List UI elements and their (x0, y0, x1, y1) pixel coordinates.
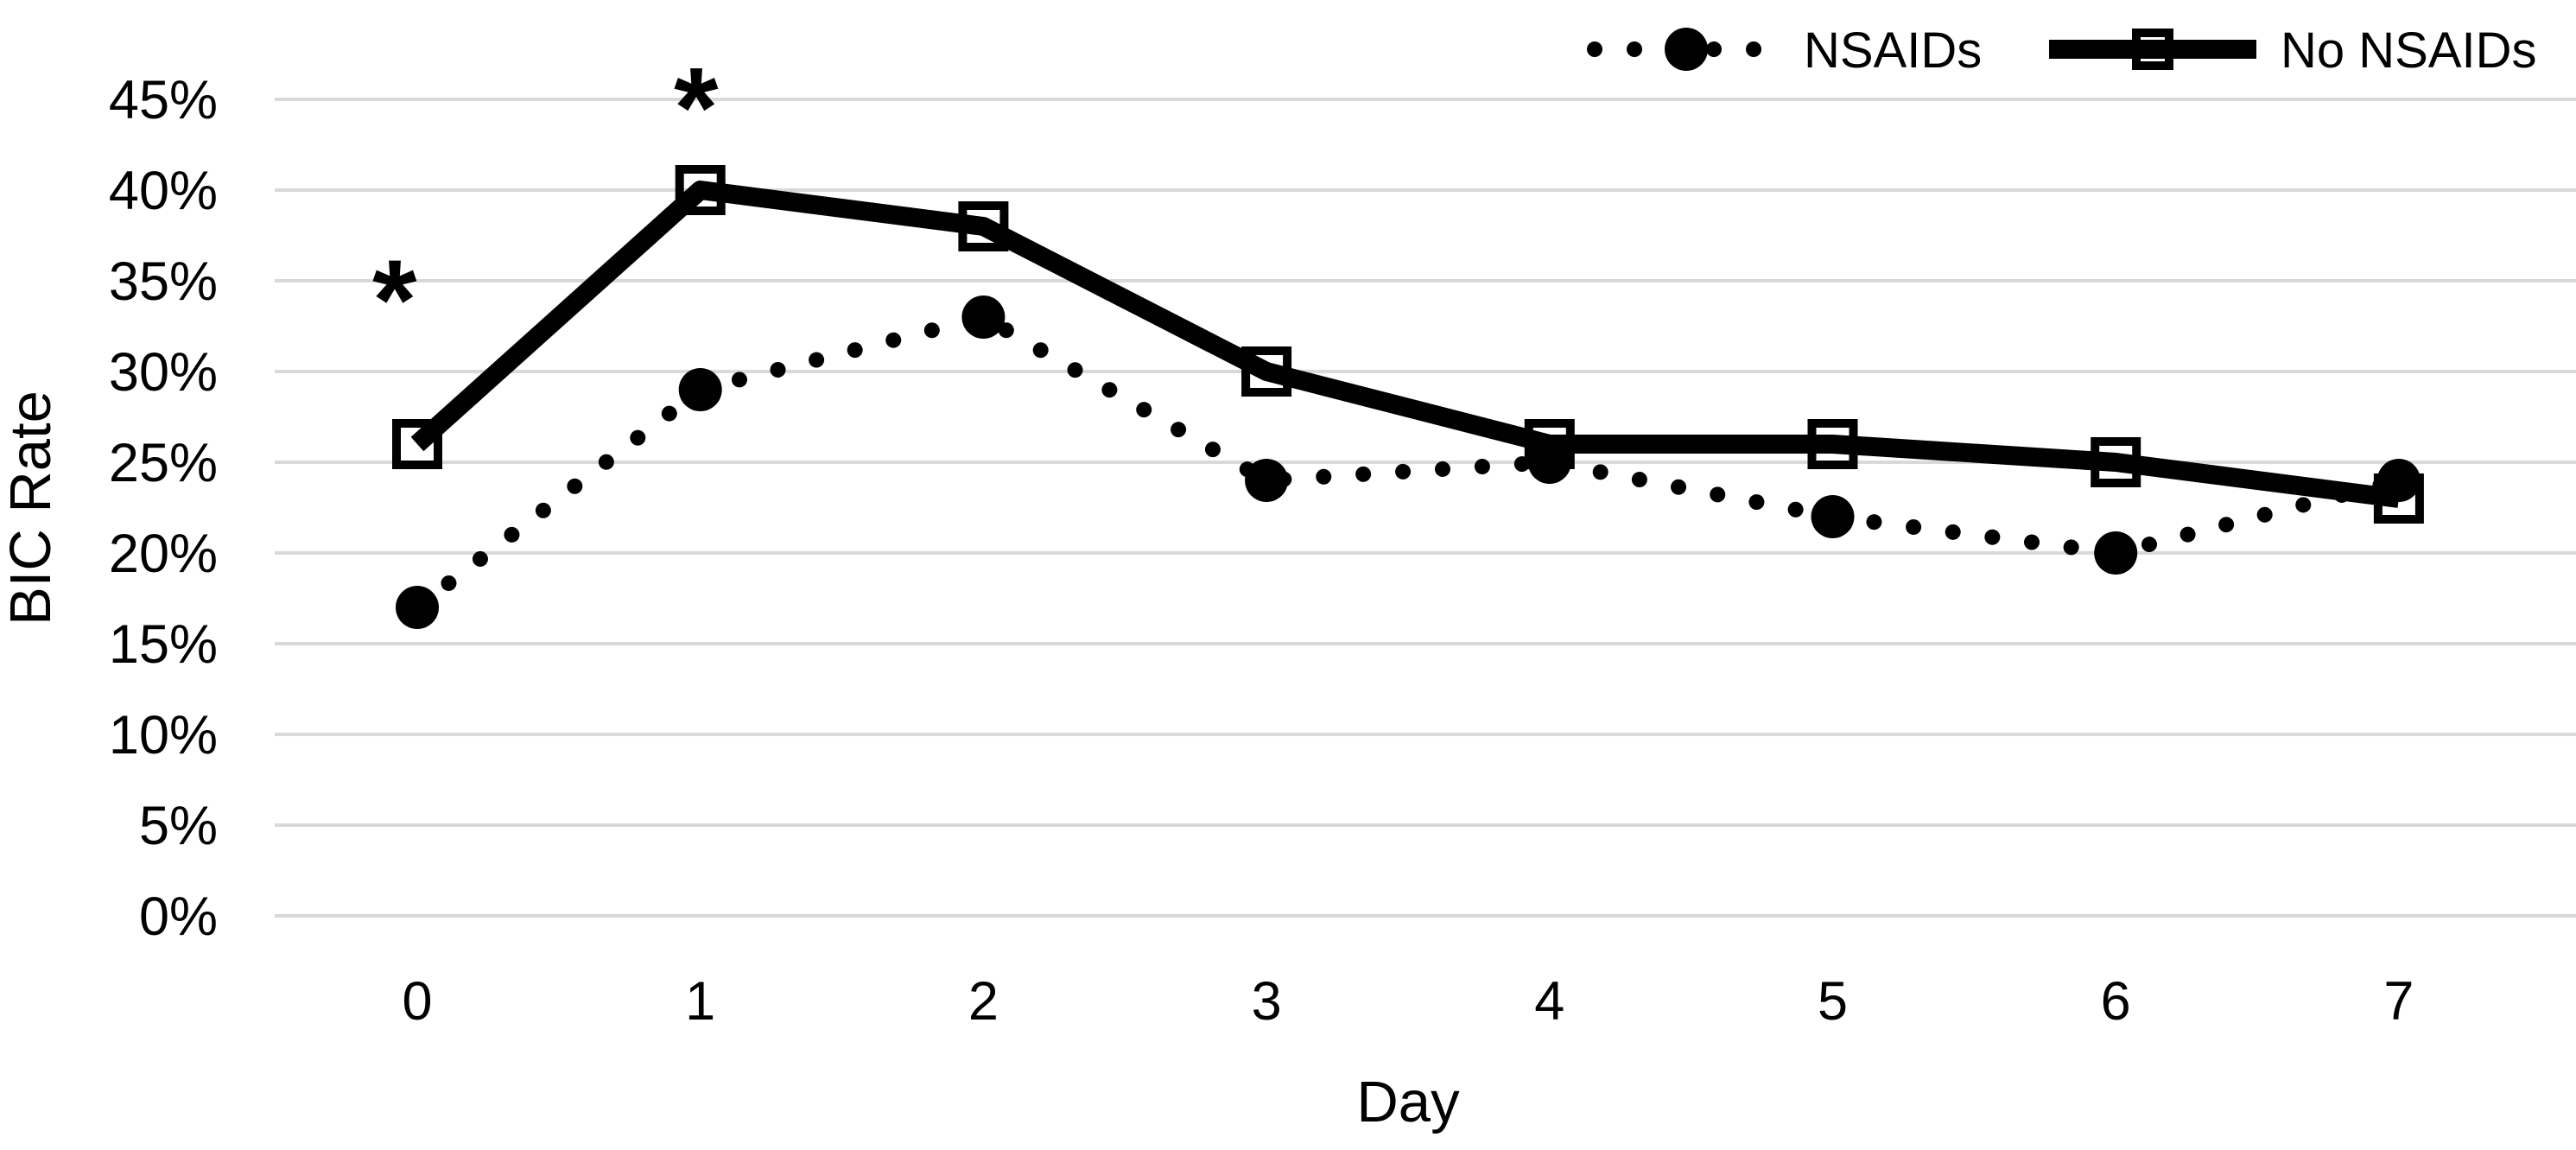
open-square-marker-icon (2132, 29, 2173, 70)
legend-label-nsaids: NSAIDs (1804, 22, 1982, 79)
significance-annotations: ** (372, 44, 719, 364)
data-point-filled-circle (1811, 495, 1855, 538)
x-tick-label: 1 (685, 971, 715, 1032)
data-point-open-square (2091, 437, 2141, 487)
data-point-filled-circle (2094, 531, 2138, 575)
legend-item-nsaids: NSAIDs (1587, 22, 1982, 79)
data-point-filled-circle (1245, 459, 1289, 502)
x-tick-label: 7 (2383, 971, 2414, 1032)
y-tick-label: 5% (139, 796, 218, 856)
y-tick-label: 40% (109, 161, 218, 221)
solid-data-line (410, 181, 2401, 508)
dotted-data-line (409, 309, 2407, 615)
y-tick-label: 35% (109, 251, 218, 312)
y-tick-label: 20% (109, 524, 218, 584)
data-point-open-square (392, 419, 442, 469)
data-point-filled-circle (396, 586, 439, 629)
data-point-open-square (1807, 419, 1858, 469)
data-point-open-square (675, 165, 726, 215)
y-tick-label: 10% (109, 705, 218, 766)
series-nsaids (396, 295, 2421, 629)
data-point-filled-circle (1527, 441, 1571, 484)
data-point-filled-circle (961, 295, 1006, 339)
x-tick-label: 4 (1534, 971, 1564, 1032)
x-tick-label: 0 (402, 971, 432, 1032)
legend: NSAIDs No NSAIDs (1587, 22, 2537, 79)
x-tick-label: 5 (1818, 971, 1848, 1032)
data-point-open-square (1241, 346, 1292, 397)
y-tick-label: 15% (109, 614, 218, 675)
significance-asterisk: * (372, 237, 417, 364)
x-tick-label: 3 (1252, 971, 1282, 1032)
data-point-filled-circle (2376, 459, 2421, 502)
x-axis-tick-labels: 0 1 2 3 4 5 6 7 (402, 971, 2414, 1032)
plot-series (392, 165, 2424, 629)
data-point-filled-circle (678, 368, 722, 411)
y-tick-label: 0% (139, 886, 218, 947)
y-axis-title: BIC Rate (0, 391, 63, 626)
y-tick-label: 25% (109, 433, 218, 493)
legend-item-no-nsaids: No NSAIDs (2049, 22, 2537, 79)
data-point-open-square (958, 201, 1009, 251)
y-tick-label: 45% (109, 70, 218, 130)
y-axis-tick-labels: 45% 40% 35% 30% 25% 20% 15% 10% 5% 0% (109, 70, 218, 947)
y-tick-label: 30% (109, 342, 218, 403)
filled-circle-marker-icon (1665, 28, 1708, 71)
legend-label-no-nsaids: No NSAIDs (2281, 22, 2537, 79)
x-axis-title: Day (1356, 1070, 1460, 1134)
x-tick-label: 6 (2101, 971, 2131, 1032)
gridlines (275, 98, 2576, 918)
x-tick-label: 2 (968, 971, 999, 1032)
significance-asterisk: * (674, 44, 719, 171)
